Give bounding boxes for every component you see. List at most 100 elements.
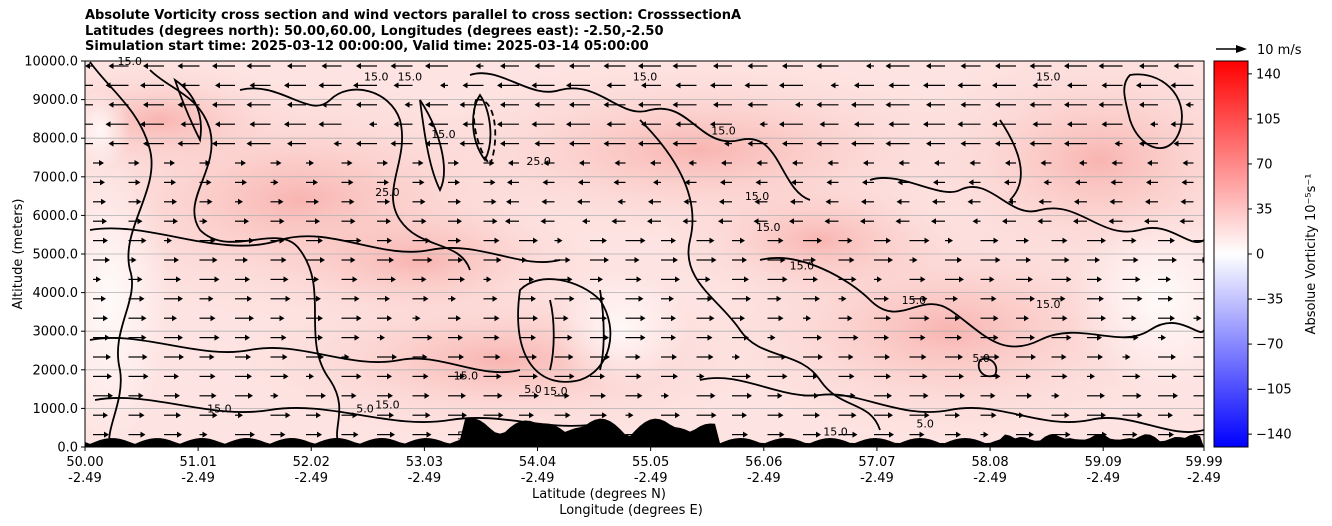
x-tick-label-lon: -2.49 [521,471,555,486]
wind-vector-head [543,160,549,166]
contour-label: 15.0 [745,190,770,203]
wind-vector-head [841,295,847,302]
wind-vector-head [142,354,148,360]
wind-vector-head [1073,218,1078,225]
wind-vector-head [244,218,249,225]
wind-vector-head [1062,373,1068,380]
wind-vector-head [533,315,538,322]
wind-vector-head [285,295,291,302]
y-tick-label: 8000.0 [33,132,79,147]
wind-vector-head [747,101,753,108]
wind-vector-head [143,101,148,108]
wind-vector-head [172,315,177,322]
wind-vector-head [1168,412,1173,419]
wind-vector-head [393,82,399,89]
wind-vector-head [1173,63,1179,69]
wind-vector-head [457,218,462,225]
wind-vector-head [565,412,571,419]
wind-vector-head [672,140,678,147]
wind-vector-head [507,179,512,186]
wind-vector-head [995,63,1000,69]
wind-vector-head [853,334,859,341]
wind-vector-head [993,315,999,322]
wind-vector-head [321,63,327,69]
y-axis-label: Altitude (meters) [11,199,26,310]
wind-vector-head [866,63,871,69]
wind-vector-head [1207,296,1212,302]
wind-vector-head [877,276,882,283]
title-line-2: Latitudes (degrees north): 50.00,60.00, … [85,23,664,39]
wind-vector-head [460,373,465,380]
wind-vector-head [777,392,783,399]
wind-vector-head [1166,276,1171,283]
wind-vector-head [747,392,752,399]
wind-vector-head [924,237,930,244]
wind-vector-head [351,392,357,399]
wind-vector-head [71,82,76,88]
wind-vector-head [172,198,177,205]
wind-vector-head [423,295,429,302]
wind-vector-head [1037,218,1043,225]
wind-vector-head [1208,354,1213,360]
wind-vector-head [279,315,285,322]
wind-vector-head [212,257,218,263]
wind-vector-head [173,218,178,225]
wind-vector-head [789,218,794,225]
wind-vector-head [281,257,287,263]
wind-vector-head [498,412,504,419]
contour-line [89,337,521,374]
wind-vector-head [309,373,314,380]
wind-vector-head [830,82,836,89]
wind-vector-head [1064,63,1069,69]
wind-vector-head [1139,140,1144,147]
wind-vector-head [385,295,390,302]
colorbar-tick-label: 35 [1256,202,1273,217]
wind-vector-head [816,63,822,69]
wind-vector-head [387,315,392,322]
axes: 0.0 1000.0 2000.0 3000.0 4000.0 5000.0 6000.0 7… [24,55,1222,487]
wind-vector-head [567,276,573,283]
wind-vector-head [369,121,374,128]
wind-vector-head [492,295,498,302]
y-tick-label: 6000.0 [33,209,79,224]
x-tick-label-lat: 50.00 [66,455,103,470]
wind-vector-head [460,276,465,283]
wind-vector-head [494,237,500,244]
wind-vector-head [1026,373,1031,380]
wind-vector-head [708,354,714,360]
wind-vector-head [1181,179,1187,186]
wind-vector-head [356,315,362,322]
contour-line [759,257,1204,348]
wind-vector-head [968,179,974,186]
wind-vector-head [423,373,429,380]
wind-vector-head [542,179,548,186]
wind-vector-head [740,315,745,322]
contour-label: 15.0 [398,70,423,83]
wind-vector-head [641,82,646,89]
wind-vector-head [108,140,114,147]
contour-label: 15.0 [543,385,568,398]
wind-vector-head [1209,373,1214,379]
wind-vector-head [955,412,960,419]
wind-vector-head [849,373,855,380]
wind-vector-head [990,392,996,399]
wind-vector-head [380,334,385,341]
wind-vector-head [1180,198,1186,205]
wind-vector-head [991,412,997,419]
wind-vector-head [602,237,607,244]
wind-vector-head [178,295,183,302]
wind-vector-head [318,237,323,244]
wind-vector-head [353,431,359,438]
wind-vector-head [957,257,962,263]
wind-vector-head [141,334,147,341]
wind-vector-head [356,140,361,147]
y-tick-label: 9000.0 [33,93,79,108]
wind-vector-head [383,160,388,166]
y-tick-label: 2000.0 [33,363,79,378]
contour-line [999,119,1022,201]
wind-vector-head [921,354,927,360]
wind-vector-head [140,431,146,438]
wind-vector-head [934,160,939,166]
wind-vector-head [497,82,502,89]
wind-vector-head [101,295,106,302]
